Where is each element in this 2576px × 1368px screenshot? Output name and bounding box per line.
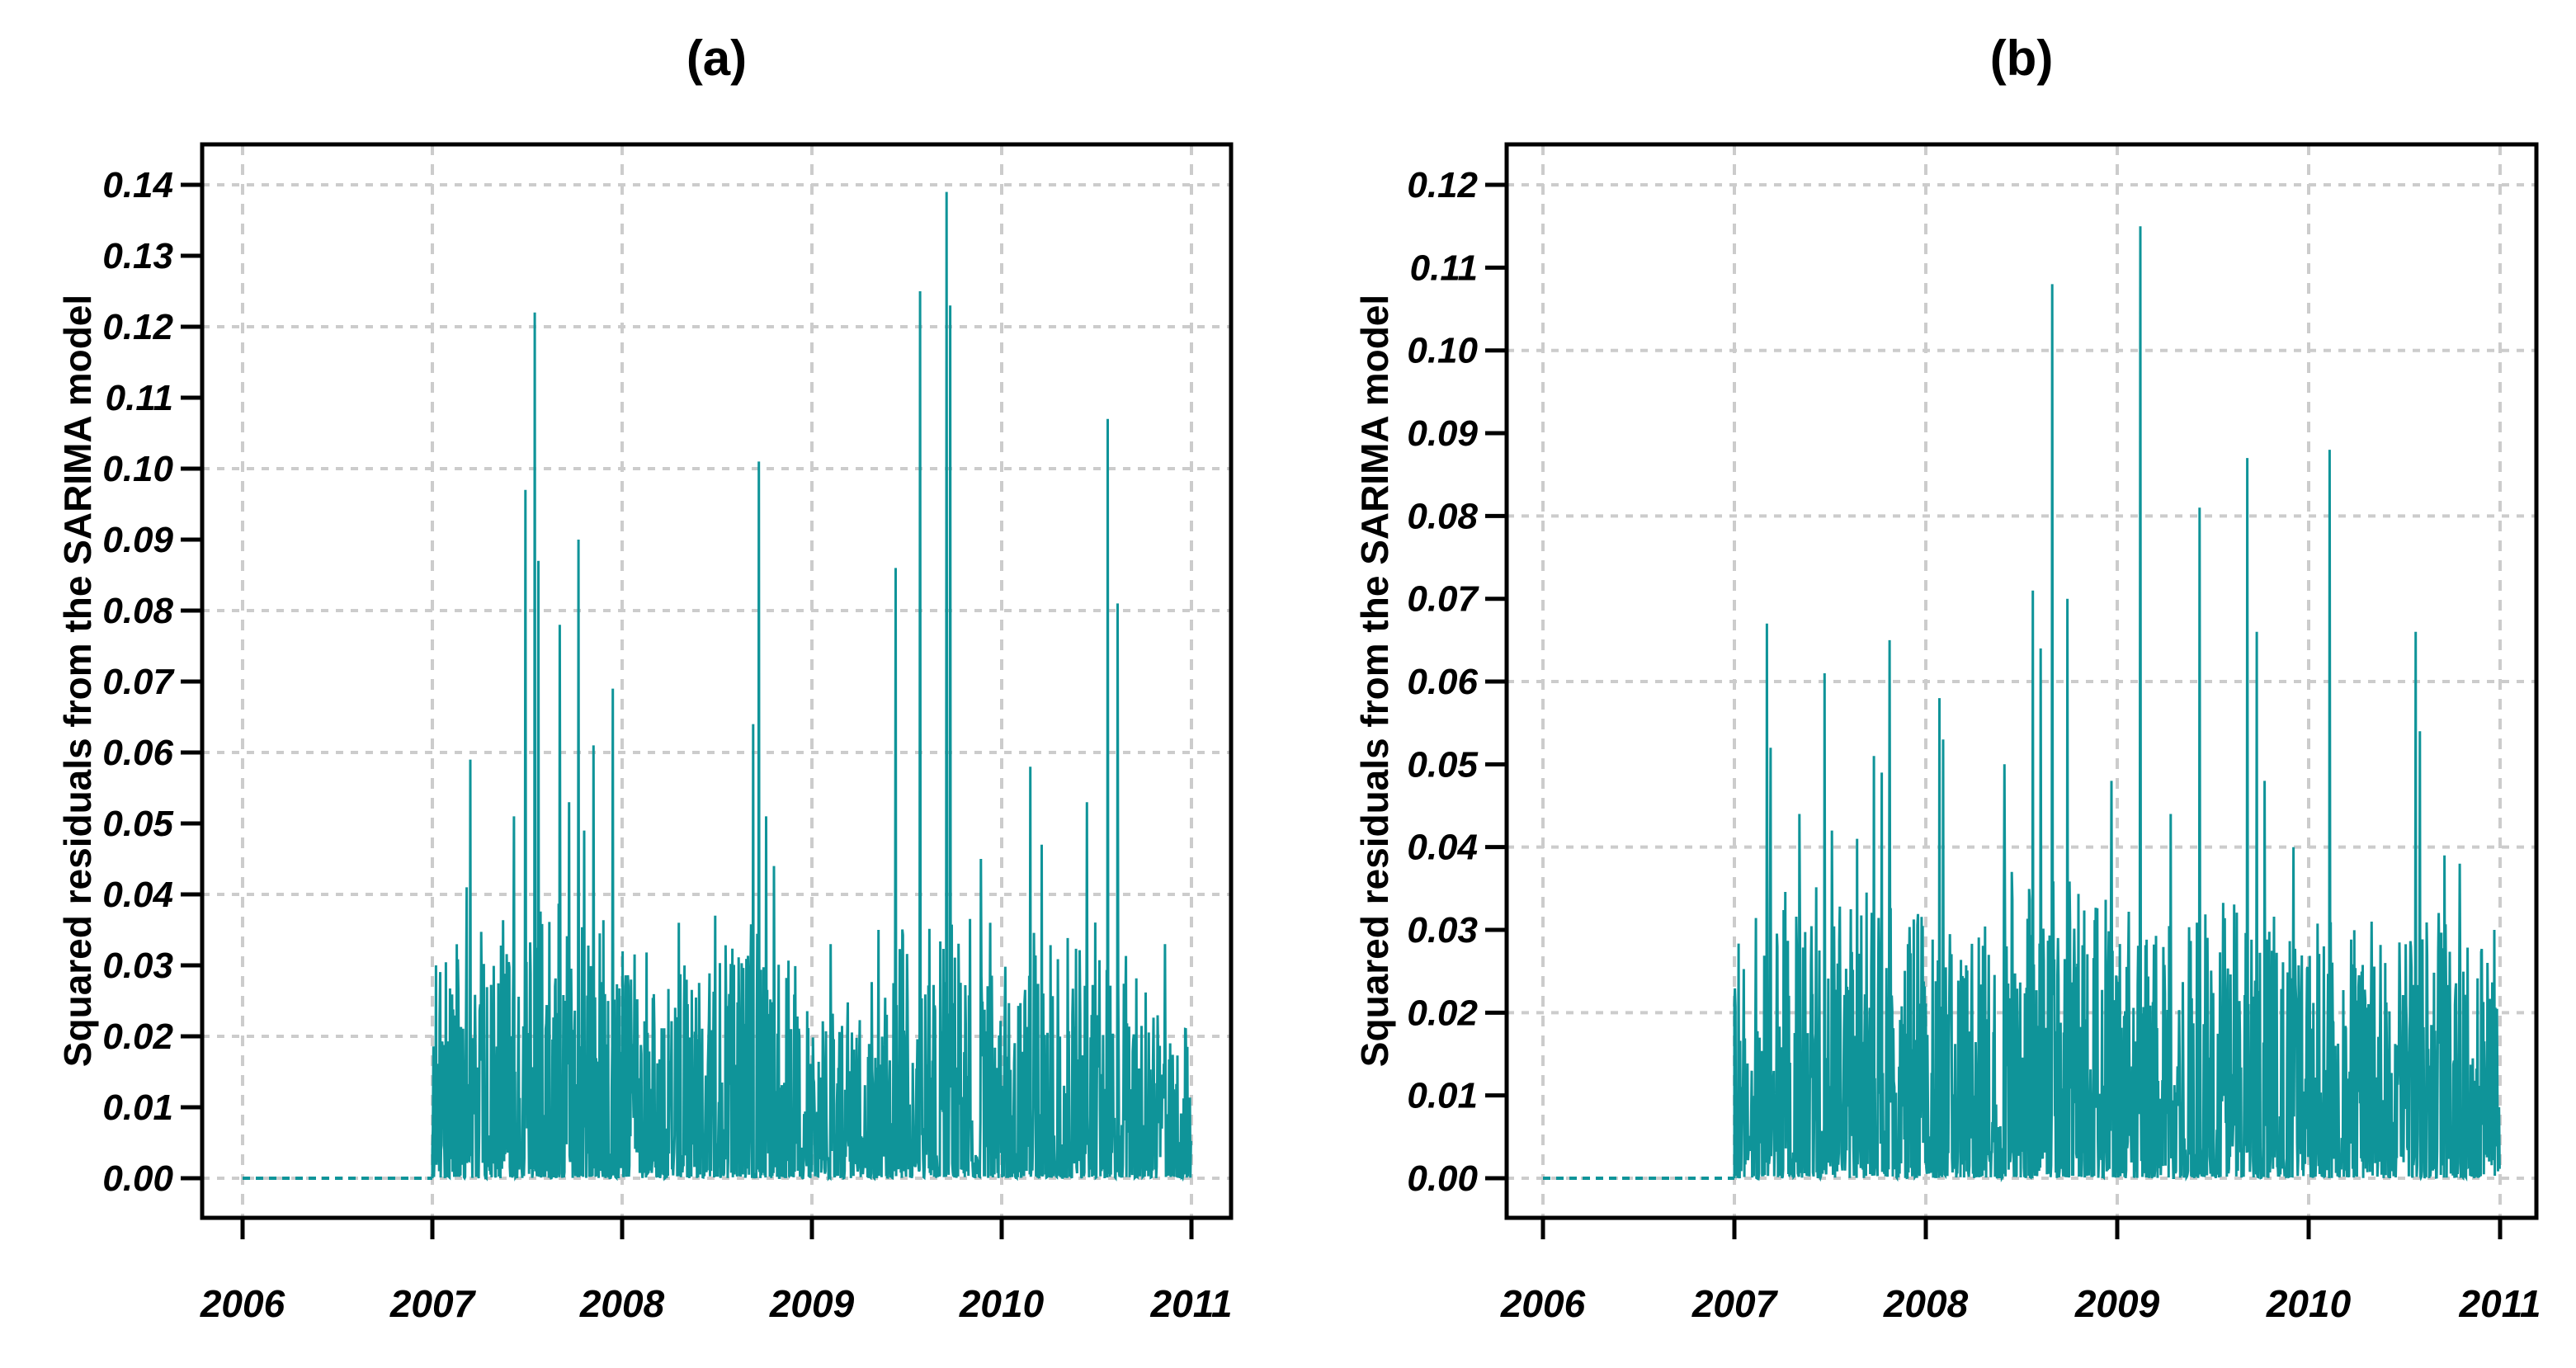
y-tick-label: 0.08 (1407, 496, 1478, 536)
y-tick-label: 0.04 (1407, 828, 1478, 868)
chart-panel-b: 0.00 0.01 0.02 0.03 0.04 0.05 0.06 0.07 0.08 0.09… (1407, 142, 2541, 1325)
y-tick-label: 0.10 (1407, 331, 1478, 371)
x-tick-label: 2008 (1883, 1282, 1969, 1325)
x-tick-label: 2008 (579, 1282, 665, 1325)
x-tick-label: 2011 (1150, 1282, 1233, 1325)
y-tick-label: 0.14 (102, 165, 173, 205)
x-tick-label: 2011 (2459, 1282, 2541, 1325)
x-tick-label: 2010 (959, 1282, 1045, 1325)
axes-a: 0.00 0.01 0.02 0.03 0.04 0.05 0.06 0.07 0.08 0.09… (102, 142, 1234, 1325)
x-tick-label: 2009 (769, 1282, 855, 1325)
y-tick-label: 0.12 (102, 307, 173, 347)
y-tick-label: 0.07 (102, 662, 175, 702)
x-tick-label: 2006 (200, 1282, 285, 1325)
y-tick-label: 0.09 (1407, 413, 1478, 454)
y-tick-label: 0.00 (1407, 1158, 1478, 1199)
y-tick-label: 0.05 (102, 804, 173, 844)
y-tick-label: 0.03 (102, 946, 173, 986)
y-tick-label: 0.00 (102, 1158, 173, 1199)
y-tick-label: 0.08 (102, 591, 173, 631)
panel-a-ylabel: Squared residuals from the SARIMA model (56, 294, 99, 1068)
y-tick-label: 0.04 (102, 875, 173, 915)
x-tick-label: 2007 (1691, 1282, 1779, 1325)
y-tick-label: 0.10 (102, 449, 173, 489)
y-tick-label: 0.13 (102, 236, 173, 276)
axes-b: 0.00 0.01 0.02 0.03 0.04 0.05 0.06 0.07 0.08 0.09… (1407, 142, 2541, 1325)
y-tick-label: 0.03 (1407, 910, 1478, 951)
y-tick-label: 0.06 (102, 733, 173, 773)
x-tick-label: 2007 (389, 1282, 477, 1325)
y-tick-label: 0.07 (1407, 579, 1479, 620)
y-tick-label: 0.12 (1407, 165, 1478, 205)
panel-a-title: (a) (686, 31, 748, 86)
y-tick-label: 0.01 (1407, 1076, 1478, 1116)
x-tick-label: 2009 (2074, 1282, 2160, 1325)
y-tick-label: 0.02 (102, 1017, 173, 1057)
x-tick-label: 2010 (2266, 1282, 2352, 1325)
squared-residuals-series-b (1733, 226, 2501, 1182)
y-tick-label: 0.11 (106, 378, 173, 418)
y-tick-label: 0.05 (1407, 744, 1478, 785)
y-tick-label: 0.02 (1407, 993, 1478, 1033)
panel-b-ylabel: Squared residuals from the SARIMA model (1353, 294, 1396, 1068)
panel-b-title: (b) (1989, 31, 2054, 86)
y-tick-label: 0.11 (1410, 248, 1478, 288)
y-tick-label: 0.06 (1407, 662, 1478, 702)
chart-panel-a: 0.00 0.01 0.02 0.03 0.04 0.05 0.06 0.07 0.08 0.09… (102, 142, 1234, 1325)
y-tick-label: 0.01 (102, 1087, 173, 1128)
squared-residuals-series-a (431, 191, 1192, 1182)
x-tick-label: 2006 (1500, 1282, 1586, 1325)
y-tick-label: 0.09 (102, 520, 173, 560)
gridlines-a (202, 144, 1231, 1218)
